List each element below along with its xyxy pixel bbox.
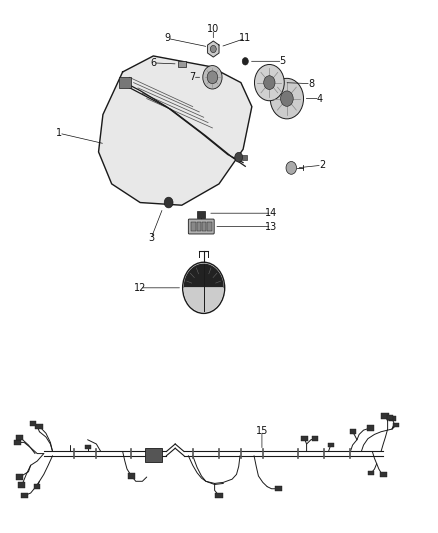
Text: 13: 13 — [265, 222, 278, 231]
Circle shape — [203, 66, 222, 89]
Bar — [312, 437, 318, 441]
Text: 1: 1 — [56, 128, 62, 138]
Circle shape — [235, 152, 243, 162]
Circle shape — [242, 58, 248, 65]
Text: 9: 9 — [164, 34, 170, 43]
Bar — [21, 493, 28, 498]
Text: 6: 6 — [150, 58, 156, 68]
Text: 7: 7 — [190, 72, 196, 82]
Bar — [18, 482, 25, 488]
Text: 10: 10 — [207, 25, 219, 34]
Text: 8: 8 — [308, 79, 314, 88]
Text: 3: 3 — [148, 233, 154, 243]
Bar — [197, 222, 201, 231]
Bar — [35, 424, 43, 429]
Circle shape — [183, 262, 225, 313]
Bar — [119, 77, 131, 88]
Circle shape — [264, 76, 275, 90]
Bar — [393, 423, 399, 427]
Bar — [242, 155, 247, 160]
Bar — [178, 61, 186, 67]
Bar — [367, 425, 374, 431]
Bar — [85, 445, 91, 449]
FancyBboxPatch shape — [188, 219, 214, 234]
Bar — [16, 474, 23, 480]
Circle shape — [207, 71, 218, 84]
Bar — [350, 430, 356, 434]
Polygon shape — [208, 41, 219, 57]
Text: 11: 11 — [239, 34, 251, 43]
Bar — [197, 211, 205, 218]
Bar — [381, 413, 389, 418]
Circle shape — [210, 45, 216, 53]
Circle shape — [254, 64, 284, 101]
Bar — [14, 440, 21, 445]
Polygon shape — [184, 288, 223, 311]
Bar — [191, 222, 196, 231]
Bar — [145, 448, 162, 462]
Text: 12: 12 — [134, 283, 146, 293]
Text: 4: 4 — [317, 94, 323, 103]
Circle shape — [164, 197, 173, 208]
Polygon shape — [184, 264, 223, 288]
Circle shape — [270, 78, 304, 119]
Bar — [380, 472, 387, 477]
Text: 14: 14 — [265, 208, 278, 218]
Circle shape — [281, 91, 293, 106]
Text: 5: 5 — [279, 56, 286, 66]
Bar — [16, 434, 23, 440]
Bar — [34, 484, 40, 489]
Bar — [328, 443, 334, 447]
Bar — [387, 415, 393, 419]
Bar — [128, 473, 135, 479]
Bar — [275, 486, 282, 491]
Bar — [202, 222, 206, 231]
Text: 15: 15 — [256, 426, 268, 435]
Circle shape — [286, 161, 297, 174]
Bar — [389, 416, 396, 421]
Bar — [301, 436, 308, 441]
Polygon shape — [99, 56, 252, 205]
Bar — [207, 222, 212, 231]
Bar — [368, 471, 374, 475]
Bar — [30, 422, 36, 426]
Bar — [215, 493, 223, 498]
Text: 2: 2 — [319, 160, 325, 170]
